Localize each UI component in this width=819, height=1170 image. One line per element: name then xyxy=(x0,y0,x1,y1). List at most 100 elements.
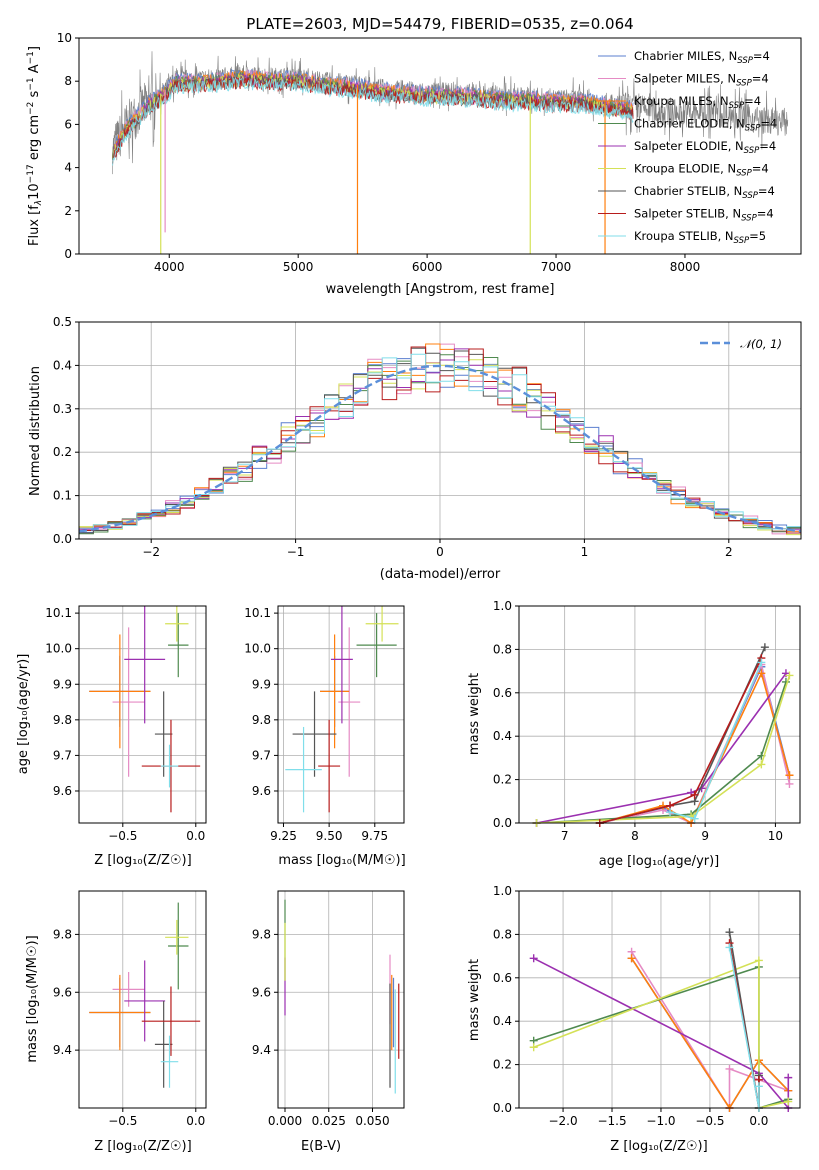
point-kroupa-elodie xyxy=(165,606,189,642)
residual-histogram-kroupa-stelib xyxy=(79,353,801,534)
point-salpeter-elodie xyxy=(330,606,353,724)
axes-frame xyxy=(78,605,207,824)
plus-marker xyxy=(757,760,766,769)
plus-marker xyxy=(725,1064,734,1073)
y-tick-label: 9.8 xyxy=(252,927,271,941)
x-tick-label: 8000 xyxy=(670,260,701,274)
age-vs-metallicity-panel: −0.5 0.0 9.6 9.7 9.8 9.9 10.0 10.1 xyxy=(45,605,207,843)
plus-marker xyxy=(690,814,699,823)
y-tick-label: 9.7 xyxy=(252,748,271,762)
y-tick-label: 0 xyxy=(64,247,72,261)
plus-marker xyxy=(725,928,734,937)
mass-weight-vs-metallicity-panel: −2.0 −1.5 −1.0 −0.5 0.0 0.0 0.2 0.4 0.6 0.8 1.0 xyxy=(493,884,801,1128)
x-tick-label: 7000 xyxy=(541,260,572,274)
plus-marker xyxy=(529,1043,538,1052)
point-salpeter-miles xyxy=(112,627,145,777)
y-tick-label: 1.0 xyxy=(493,599,512,613)
point-kroupa-stelib xyxy=(160,744,179,788)
y-tick-label: 9.8 xyxy=(53,927,72,941)
x-tick-label: 0.0 xyxy=(186,829,205,843)
y-tick-label: 0.6 xyxy=(493,971,512,985)
residual-histogram-salpeter-stelib xyxy=(79,346,801,536)
x-tick-label: 9.75 xyxy=(361,829,388,843)
mass-weight-vs-age-panel: 7 8 9 10 0.0 0.2 0.4 0.6 0.8 1.0 xyxy=(493,599,801,843)
x-tick-label: −1.5 xyxy=(597,1114,626,1128)
x-tick-label: −1.0 xyxy=(646,1114,675,1128)
point-salpeter-elodie xyxy=(124,606,166,724)
point-kroupa-miles xyxy=(89,974,151,1051)
plus-marker xyxy=(784,1097,793,1106)
plus-marker xyxy=(784,1073,793,1082)
y-tick-label: 0.0 xyxy=(493,816,512,830)
plus-marker xyxy=(757,669,766,678)
mass-weight-vs-metallicity-y-label: mass weight xyxy=(467,959,482,1041)
axes-frame xyxy=(518,605,801,824)
x-tick-label: 0.0 xyxy=(186,1114,205,1128)
plus-marker xyxy=(785,779,794,788)
point-salpeter-elodie xyxy=(124,960,166,1042)
axes-frame xyxy=(277,605,405,824)
y-tick-label: 10.1 xyxy=(45,606,72,620)
y-tick-label: 9.6 xyxy=(252,985,271,999)
residuals-y-label: Normed distribution xyxy=(28,366,43,496)
legend-entry: Chabrier ELODIE, NSSP=4 xyxy=(634,117,777,134)
point-kroupa-elodie xyxy=(165,919,189,955)
point-chabrier-elodie xyxy=(168,902,189,990)
plus-marker xyxy=(757,658,766,667)
y-tick-label: 0.1 xyxy=(53,489,72,503)
legend-entry: 𝒩(0, 1) xyxy=(740,337,782,351)
y-tick-label: 0.2 xyxy=(53,445,72,459)
plus-marker xyxy=(659,801,668,810)
y-tick-label: 0.0 xyxy=(493,1101,512,1115)
legend-entry: Kroupa STELIB, NSSP=5 xyxy=(634,229,766,246)
x-tick-label: 0.050 xyxy=(355,1114,389,1128)
mass-vs-metallicity-panel: −0.5 0.0 9.4 9.6 9.8 xyxy=(53,890,207,1128)
x-tick-label: −0.5 xyxy=(695,1114,724,1128)
point-chabrier-stelib xyxy=(154,691,173,777)
y-tick-label: 9.4 xyxy=(53,1043,72,1057)
legend-entry: Chabrier MILES, NSSP=4 xyxy=(634,49,770,66)
plus-marker xyxy=(725,943,734,952)
legend-entry: Salpeter ELODIE, NSSP=4 xyxy=(634,139,776,156)
point-salpeter-stelib xyxy=(141,986,201,1056)
gaussian-curve xyxy=(78,364,802,533)
y-tick-label: 0.8 xyxy=(493,927,512,941)
point-kroupa-stelib xyxy=(285,726,322,813)
y-tick-label: 10.0 xyxy=(244,642,271,656)
series-line xyxy=(533,959,789,1109)
x-tick-label: −0.5 xyxy=(108,1114,137,1128)
point-kroupa-miles xyxy=(89,634,151,749)
spectrum-title: PLATE=2603, MJD=54479, FIBERID=0535, z=0… xyxy=(246,15,633,33)
mass-weight-vs-age-x-label: age [log₁₀(age/yr)] xyxy=(599,854,720,869)
y-tick-label: 9.9 xyxy=(252,677,271,691)
spectrum-y-label: Flux [fλ10−17 erg cm−2 s−1 A−1] xyxy=(26,46,44,246)
series-kroupa-stelib xyxy=(666,658,766,823)
y-tick-label: 9.8 xyxy=(252,713,271,727)
y-tick-label: 0.2 xyxy=(493,1058,512,1072)
x-tick-label: 10 xyxy=(768,829,783,843)
x-tick-label: 0.025 xyxy=(312,1114,346,1128)
y-tick-label: 0.4 xyxy=(493,729,512,743)
plus-marker xyxy=(666,808,675,817)
series-salpeter-stelib xyxy=(595,654,766,827)
axes-frame xyxy=(78,890,207,1109)
mass-vs-metallicity-x-label: Z [log₁₀(Z/Z☉)] xyxy=(94,1139,191,1154)
y-tick-label: 9.6 xyxy=(53,784,72,798)
y-tick-label: 2 xyxy=(64,204,72,218)
plus-marker xyxy=(690,790,699,799)
plus-marker xyxy=(627,954,636,963)
legend-entry: Chabrier STELIB, NSSP=4 xyxy=(634,184,775,201)
axes-frame xyxy=(518,890,801,1109)
spectrum-x-label: wavelength [Angstrom, rest frame] xyxy=(326,282,555,297)
x-tick-label: 0 xyxy=(436,545,444,559)
series-line xyxy=(599,657,763,824)
x-tick-label: 0.0 xyxy=(749,1114,768,1128)
x-tick-label: −2 xyxy=(142,545,160,559)
legend-entry: Salpeter MILES, NSSP=4 xyxy=(634,72,769,89)
axes-frame xyxy=(277,890,405,1109)
x-tick-label: 9 xyxy=(701,829,709,843)
x-tick-label: −1 xyxy=(287,545,305,559)
y-tick-label: 9.4 xyxy=(252,1043,271,1057)
age-vs-mass-panel: 9.25 9.50 9.75 9.6 9.7 9.8 9.9 10.0 10.1 xyxy=(244,605,405,843)
